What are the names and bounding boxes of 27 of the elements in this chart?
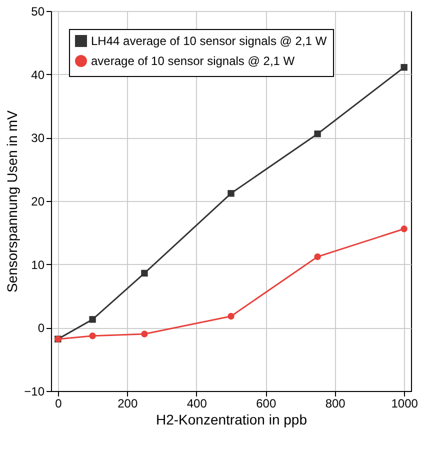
point xyxy=(314,253,321,260)
point xyxy=(141,270,148,277)
y-tick-label: 30 xyxy=(31,131,45,146)
point xyxy=(89,316,96,323)
point xyxy=(89,332,96,340)
legend-label: average of 10 sensor signals @ 2,1 W xyxy=(91,54,296,68)
y-tick-label: 10 xyxy=(31,258,45,272)
point xyxy=(400,226,408,232)
y-tick-label: 0 xyxy=(38,321,45,336)
x-tick-label: 600 xyxy=(256,396,276,410)
x-axis-title: H2-Konzentration in ppb xyxy=(156,412,308,428)
legend-label: LH44 average of 10 sensor signals @ 2,1 W xyxy=(91,34,328,48)
point xyxy=(228,190,234,197)
x-tick-label: 1000 xyxy=(391,396,418,410)
point xyxy=(141,330,148,338)
y-axis-title: Sensorspannung Usen in mV xyxy=(4,110,20,293)
y-tick-label: −10 xyxy=(24,384,45,398)
y-tick-label: 20 xyxy=(31,194,45,208)
point xyxy=(228,312,234,320)
x-tick-label: 400 xyxy=(186,396,208,410)
x-tick-label: 0 xyxy=(55,396,62,410)
y-tick-label: 50 xyxy=(31,4,45,18)
point xyxy=(400,64,408,71)
x-tick-label: 200 xyxy=(118,396,138,410)
y-tick-label: 40 xyxy=(31,68,45,82)
x-tick-label: 800 xyxy=(325,396,346,410)
point xyxy=(314,130,321,138)
